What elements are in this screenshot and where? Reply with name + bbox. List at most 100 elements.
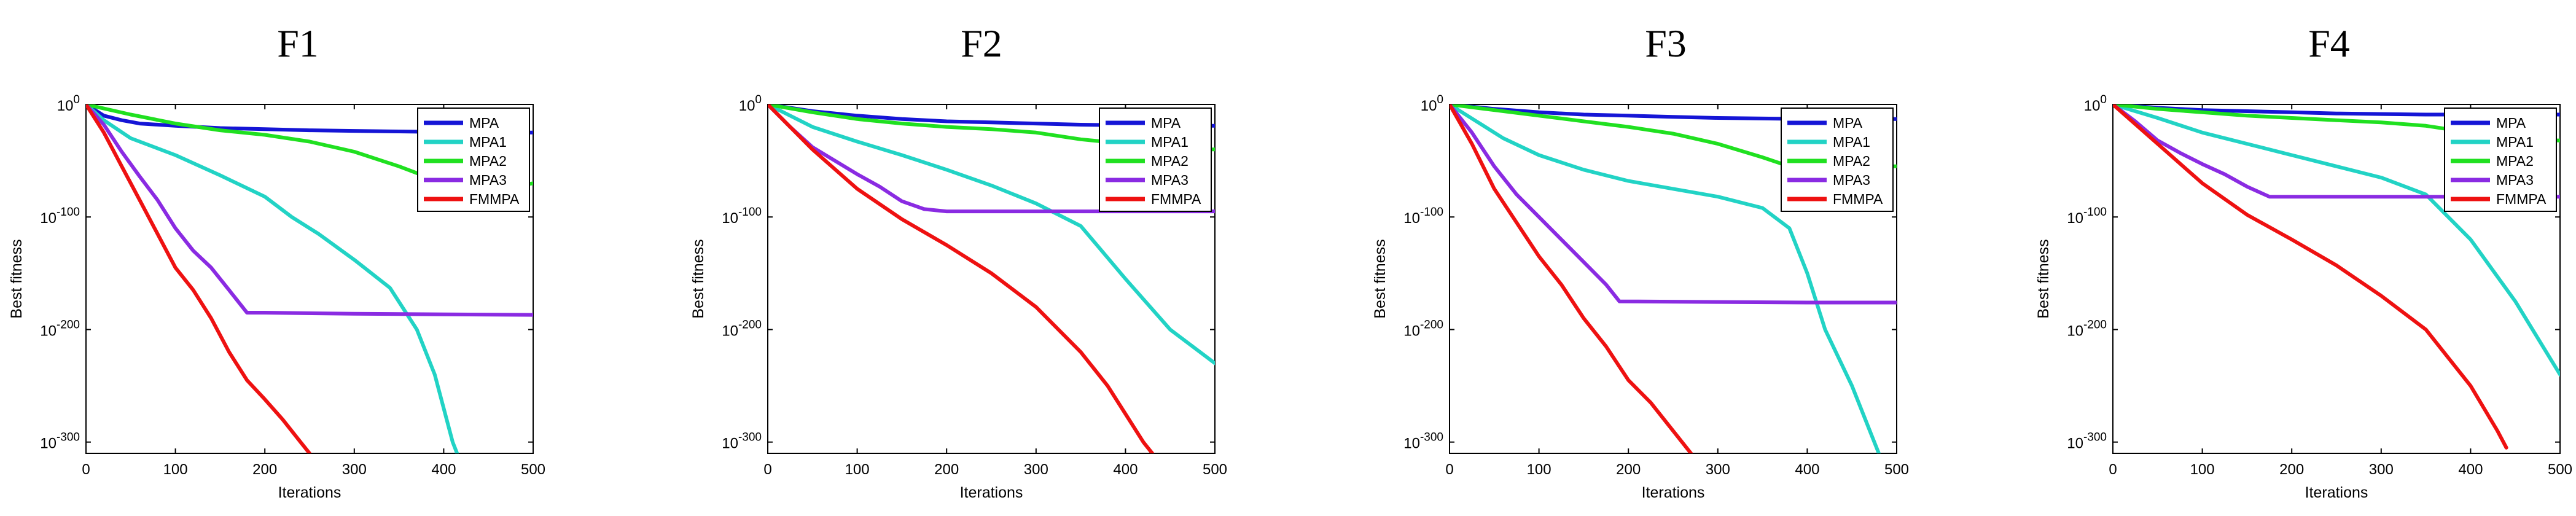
x-tick-label: 500: [1203, 461, 1227, 478]
legend-label: MPA1: [1833, 134, 1870, 150]
series-line-mpa1: [86, 104, 459, 453]
y-tick-label: 10-200: [40, 318, 80, 339]
x-tick-label: 300: [342, 461, 367, 478]
x-tick-label: 0: [82, 461, 90, 478]
plot-area-frame: [2112, 104, 2561, 454]
x-tick-label: 300: [1024, 461, 1048, 478]
y-tick-base: 10: [2067, 322, 2083, 339]
y-tick-label: 10-100: [2067, 206, 2107, 227]
series-line-fmmpa: [86, 104, 311, 453]
y-tick-exponent: -200: [57, 318, 80, 331]
y-tick-base: 10: [40, 436, 57, 452]
chart-title: F2: [961, 22, 1002, 65]
chart-panel-4: F40 100 200 300 400 50010010-10010-20010-300I…: [2035, 22, 2572, 501]
y-axis-label: Best fitness: [690, 239, 707, 318]
x-tick-label: 500: [2548, 461, 2572, 478]
y-tick-exponent: -300: [2083, 431, 2107, 444]
chart-panel-1: F10 100 200 300 400 50010010-10010-20010-300I…: [8, 22, 545, 501]
x-tick-label: 200: [252, 461, 277, 478]
x-tick-label: 100: [163, 461, 188, 478]
y-tick-label: 10-200: [1403, 318, 1443, 339]
legend-label: MPA: [2496, 115, 2526, 131]
y-tick-base: 10: [739, 98, 755, 114]
y-tick-exponent: 0: [755, 93, 762, 106]
legend-label: FMMPA: [2496, 191, 2547, 207]
x-tick-label: 0: [1445, 461, 1453, 478]
legend-label: MPA2: [1833, 153, 1870, 169]
y-tick-label: 10-100: [1403, 206, 1443, 227]
series-line-mpa1: [1450, 104, 1881, 453]
x-tick-label: 200: [1616, 461, 1641, 478]
y-tick-exponent: -200: [2083, 318, 2107, 331]
y-tick-base: 10: [1403, 322, 1420, 339]
y-tick-base: 10: [2067, 436, 2083, 452]
series-line-fmmpa: [1450, 104, 1693, 453]
chart-title: F1: [277, 22, 319, 65]
chart-title: F3: [1645, 22, 1687, 65]
y-tick-base: 10: [722, 322, 738, 339]
x-tick-label: 0: [763, 461, 771, 478]
legend-label: MPA3: [2496, 172, 2534, 188]
legend-label: MPA3: [1151, 172, 1188, 188]
x-tick-label: 100: [1527, 461, 1551, 478]
y-tick-base: 10: [40, 210, 57, 227]
y-tick-exponent: -200: [1420, 318, 1443, 331]
y-tick-label: 100: [739, 93, 762, 114]
x-axis-label: Iterations: [278, 484, 342, 501]
x-tick-label: 300: [1706, 461, 1730, 478]
legend-label: FMMPA: [469, 191, 520, 207]
x-axis-label: Iterations: [960, 484, 1023, 501]
x-tick-label: 100: [845, 461, 870, 478]
y-tick-exponent: -300: [1420, 431, 1443, 444]
series-line-mpa3: [1450, 104, 1897, 305]
legend-label: MPA2: [1151, 153, 1188, 169]
legend-label: MPA2: [2496, 153, 2534, 169]
plot-area-frame: [1449, 104, 1897, 454]
legend-label: MPA: [469, 115, 499, 131]
y-tick-label: 10-300: [722, 431, 762, 452]
legend-label: MPA1: [469, 134, 507, 150]
chart-title: F4: [2308, 22, 2350, 65]
y-tick-label: 10-300: [1403, 431, 1443, 452]
x-tick-label: 300: [2369, 461, 2394, 478]
y-tick-base: 10: [722, 436, 738, 452]
legend-label: MPA2: [469, 153, 507, 169]
y-tick-exponent: -100: [1420, 206, 1443, 219]
y-tick-base: 10: [1421, 98, 1437, 114]
y-tick-exponent: 0: [73, 93, 80, 106]
y-tick-base: 10: [2067, 210, 2083, 227]
series-line-fmmpa: [2113, 104, 2508, 450]
legend-label: MPA: [1833, 115, 1863, 131]
y-axis-label: Best fitness: [8, 239, 25, 318]
y-axis-label: Best fitness: [2035, 239, 2052, 318]
x-tick-label: 0: [2109, 461, 2117, 478]
x-tick-label: 500: [1884, 461, 1909, 478]
y-tick-label: 10-100: [40, 206, 80, 227]
y-tick-label: 100: [1421, 93, 1443, 114]
y-tick-base: 10: [1403, 436, 1420, 452]
series-line-mpa3: [86, 104, 533, 317]
legend-label: MPA: [1151, 115, 1181, 131]
y-tick-label: 10-100: [722, 206, 762, 227]
y-tick-label: 100: [2084, 93, 2107, 114]
y-tick-label: 10-200: [722, 318, 762, 339]
y-tick-label: 100: [57, 93, 80, 114]
legend: MPA MPA1 MPA2 MPA3 FMMPA: [417, 108, 530, 212]
legend-label: MPA1: [1151, 134, 1188, 150]
y-tick-base: 10: [40, 322, 57, 339]
x-tick-label: 400: [431, 461, 456, 478]
legend: MPA MPA1 MPA2 MPA3 FMMPA: [2444, 108, 2557, 212]
y-tick-label: 10-300: [40, 431, 80, 452]
legend: MPA MPA1 MPA2 MPA3 FMMPA: [1099, 108, 1212, 212]
x-tick-label: 200: [934, 461, 959, 478]
x-tick-label: 400: [1795, 461, 1819, 478]
y-tick-label: 10-200: [2067, 318, 2107, 339]
y-tick-base: 10: [57, 98, 74, 114]
series-line-mpa1: [2113, 104, 2560, 377]
series-line-fmmpa: [768, 104, 1155, 453]
legend-label: MPA1: [2496, 134, 2534, 150]
y-tick-exponent: -200: [738, 318, 762, 331]
y-tick-exponent: -300: [57, 431, 80, 444]
series-line-mpa1: [768, 104, 1215, 366]
